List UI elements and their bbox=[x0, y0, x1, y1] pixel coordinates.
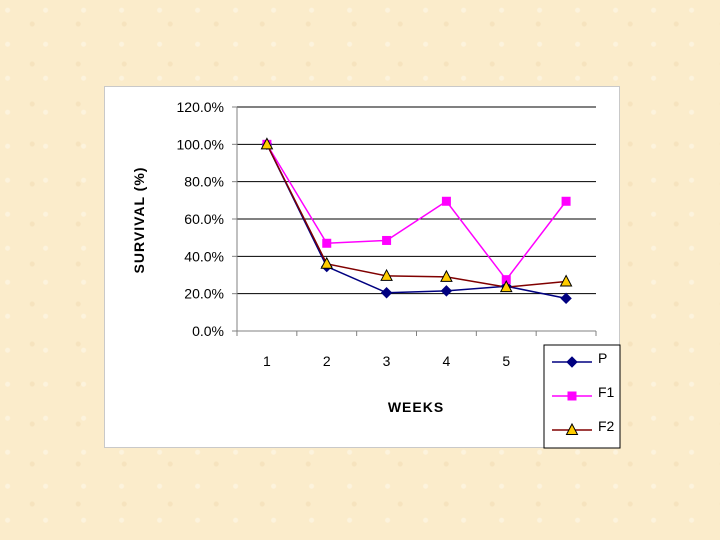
x-tick-labels: 123456 bbox=[236, 331, 597, 369]
data-point-f2 bbox=[440, 269, 453, 282]
y-tick-label: 80.0% bbox=[184, 174, 224, 190]
x-tick-label: 4 bbox=[443, 353, 451, 369]
y-tick-label: 0.0% bbox=[192, 323, 224, 339]
series-line-f1 bbox=[266, 143, 567, 281]
y-tick-label: 20.0% bbox=[184, 286, 224, 302]
data-point-p bbox=[560, 292, 572, 305]
data-point-f1 bbox=[441, 196, 451, 206]
y-tick-label: 40.0% bbox=[184, 248, 224, 264]
legend-marker-f2 bbox=[565, 422, 579, 435]
data-point-f1 bbox=[561, 196, 571, 206]
data-point-f2 bbox=[499, 280, 513, 293]
gridlines bbox=[232, 106, 596, 332]
data-point-f1 bbox=[322, 238, 332, 248]
x-tick-label: 1 bbox=[263, 353, 271, 369]
x-tick-label: 2 bbox=[323, 353, 331, 369]
y-tick-labels: 0.0% 20.0% 40.0% 60.0% 80.0% 100.0% 120.0% bbox=[177, 99, 224, 339]
y-tick-label: 120.0% bbox=[177, 99, 224, 115]
data-point-f1 bbox=[501, 275, 511, 285]
data-point-p bbox=[380, 287, 393, 299]
legend-label-f1: F1 bbox=[598, 384, 615, 400]
legend-marker-f1 bbox=[567, 391, 577, 401]
data-point-f2 bbox=[260, 137, 274, 150]
data-point-p bbox=[440, 285, 453, 297]
x-tick-label: 3 bbox=[383, 353, 391, 369]
series-lines bbox=[266, 143, 567, 300]
y-tick-label: 100.0% bbox=[177, 136, 224, 152]
data-point-f2 bbox=[380, 268, 393, 281]
y-axis-title: SURVIVAL (%) bbox=[131, 167, 147, 274]
data-point-f2 bbox=[559, 274, 573, 287]
x-axis-title: WEEKS bbox=[388, 399, 444, 415]
chart-area bbox=[104, 86, 620, 448]
y-tick-label: 60.0% bbox=[184, 211, 224, 227]
data-point-f1 bbox=[382, 235, 392, 245]
series-line-p bbox=[266, 144, 567, 300]
data-point-f2 bbox=[320, 256, 334, 269]
series-markers bbox=[260, 137, 573, 305]
x-tick-label: 5 bbox=[502, 353, 510, 369]
legend-label-f2: F2 bbox=[598, 418, 615, 434]
legend-label-p: P bbox=[598, 350, 607, 366]
legend: P F1 F2 bbox=[543, 344, 621, 449]
legend-marker-p bbox=[566, 356, 578, 368]
series-line-f2 bbox=[266, 143, 567, 288]
